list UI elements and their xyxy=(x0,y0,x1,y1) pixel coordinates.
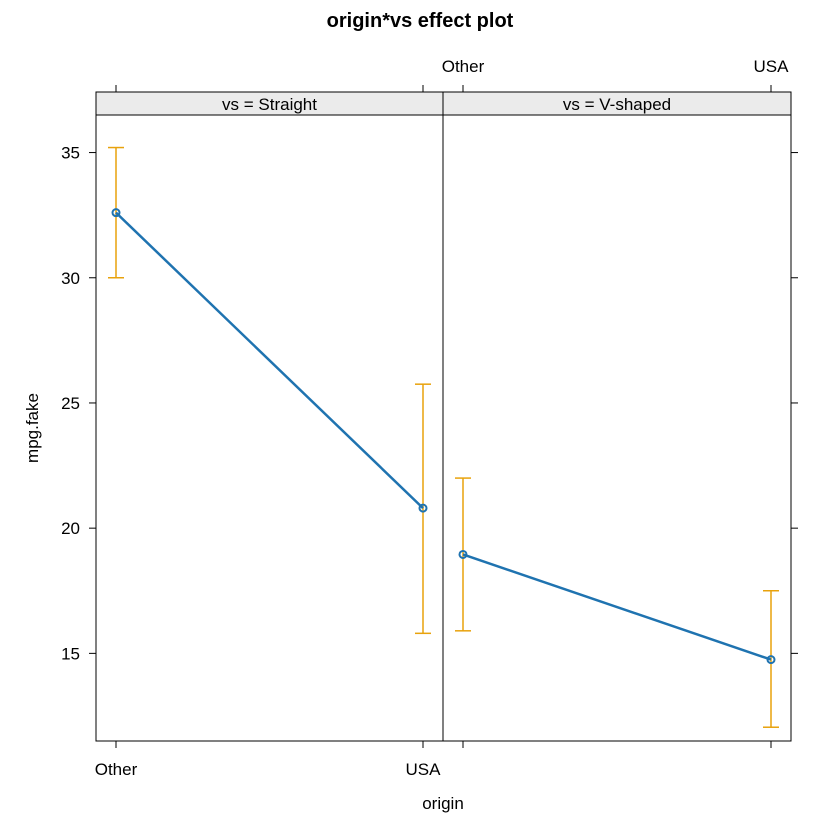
data-point xyxy=(766,655,776,665)
series-line xyxy=(462,553,772,661)
panel-frame xyxy=(95,114,444,742)
x-tick-label-top: USA xyxy=(754,57,790,76)
x-axis-label: origin xyxy=(422,794,464,813)
y-tick-label: 20 xyxy=(61,519,80,538)
data-point xyxy=(458,549,468,559)
chart-title: origin*vs effect plot xyxy=(327,10,514,32)
y-tick-label: 35 xyxy=(61,144,80,163)
panel-frame xyxy=(442,114,792,742)
panel-strip-label: vs = V-shaped xyxy=(563,95,671,114)
data-point xyxy=(418,503,428,513)
y-tick-label: 15 xyxy=(61,644,80,663)
y-tick-label: 25 xyxy=(61,394,80,413)
x-tick-label: Other xyxy=(95,760,138,779)
chart-layer: vs = Straight vs = V-shaped 15 20 25 30 35 Othe… xyxy=(61,57,798,779)
series-line xyxy=(115,211,424,510)
x-tick-label: USA xyxy=(406,760,442,779)
y-tick-label: 30 xyxy=(61,269,80,288)
data-point xyxy=(111,208,121,218)
x-tick-label-top: Other xyxy=(442,57,485,76)
panel-strip-label: vs = Straight xyxy=(222,95,317,114)
y-axis-label: mpg.fake xyxy=(23,393,42,463)
